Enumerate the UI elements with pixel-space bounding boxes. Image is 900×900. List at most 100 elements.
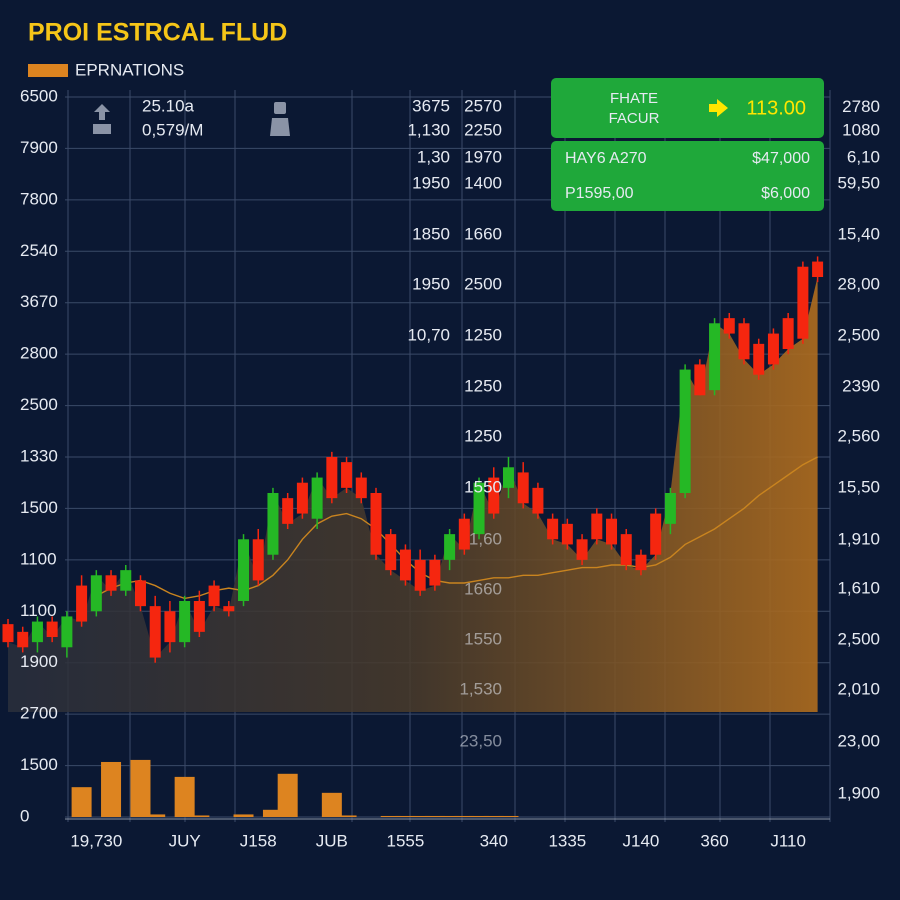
candle-body: [31, 621, 43, 643]
y2-tick-label: 59,50: [837, 173, 880, 192]
candle-body: [399, 549, 411, 581]
candle-body: [385, 534, 397, 571]
candle-body: [488, 477, 500, 514]
column-label: 1660: [464, 224, 502, 243]
ticker-row-label: P1595,00: [565, 185, 634, 202]
candle-body: [517, 472, 529, 504]
candle-body: [134, 580, 146, 607]
volume-bar: [130, 759, 151, 817]
ticker-row-value: $6,000: [761, 185, 810, 202]
y2-tick-label: 28,00: [837, 275, 880, 294]
candle-body: [532, 487, 544, 514]
y-tick-label: 2800: [20, 344, 58, 363]
y2-tick-label: 23,00: [837, 731, 880, 750]
candle-body: [193, 601, 205, 632]
candle-body: [620, 534, 632, 565]
x-tick-label: J140: [623, 831, 660, 850]
volume-bar: [277, 773, 298, 817]
column-label: 1950: [412, 274, 450, 293]
column-label: 10,70: [407, 325, 450, 344]
candle-body: [679, 369, 691, 493]
column-label: 1250: [464, 376, 502, 395]
candle-body: [767, 333, 779, 365]
candle-body: [267, 493, 279, 555]
volume-bar: [439, 815, 460, 817]
candle-body: [709, 323, 721, 391]
column-label: 1,30: [417, 147, 450, 166]
candle-body: [105, 575, 117, 591]
volume-bar: [321, 792, 342, 817]
ticker-row-label: HAY6 A270: [565, 150, 647, 167]
candle-body: [61, 616, 73, 648]
candle-body: [650, 513, 662, 555]
y2-tick-label: 1,910: [837, 529, 880, 548]
y-tick-label: 1900: [20, 652, 58, 671]
volume-bar: [336, 815, 357, 817]
candle-body: [576, 539, 588, 560]
volume-bar: [71, 787, 92, 817]
person-icon: [270, 102, 290, 136]
y-tick-label: 1330: [20, 446, 58, 465]
x-tick-label: J158: [240, 831, 277, 850]
column-label: 1550: [464, 477, 502, 496]
candle-body: [17, 631, 29, 648]
column-label: 1,130: [407, 120, 450, 139]
y2-tick-label: 15,50: [837, 477, 880, 496]
candle-body: [812, 261, 824, 277]
volume-bar: [380, 815, 401, 817]
volume-bar: [174, 776, 195, 817]
column-label: 3675: [412, 96, 450, 115]
y-tick-label: 1100: [20, 601, 57, 620]
candle-body: [502, 467, 514, 488]
candle-body: [252, 539, 264, 581]
y-tick-label: 1500: [20, 755, 58, 774]
y2-tick-label: 15,40: [837, 224, 880, 243]
column-label: 1950: [412, 173, 450, 192]
y2-tick-label: 6,10: [847, 148, 880, 167]
candle-body: [606, 518, 618, 545]
candle-body: [296, 482, 308, 514]
legend-swatch: [28, 64, 68, 77]
ticker-arrow: [709, 99, 728, 117]
chart-title: PROI ESTRCAL FLUD: [28, 19, 287, 47]
ticker-price: 113.00: [746, 97, 806, 119]
ticker-row-value: $47,000: [752, 150, 810, 167]
column-label: 2570: [464, 96, 502, 115]
volume-bar: [469, 815, 490, 817]
x-tick-label: JUY: [169, 831, 201, 850]
ticker-details[interactable]: [551, 141, 824, 211]
candle-body: [547, 518, 559, 540]
volume-bar: [483, 815, 504, 817]
column-label: 2250: [464, 120, 502, 139]
candle-body: [694, 364, 706, 396]
candle-body: [355, 477, 367, 499]
candle-body: [664, 493, 676, 524]
volume-bar: [233, 814, 254, 817]
volume-bar: [395, 815, 416, 817]
y-tick-label: 0: [20, 806, 29, 825]
candle-body: [561, 523, 573, 545]
y2-tick-label: 1080: [842, 120, 880, 139]
candle-body: [76, 585, 88, 622]
arrow-icon: [93, 104, 111, 134]
x-tick-label: 19,730: [70, 831, 122, 850]
candle-body: [208, 585, 220, 607]
y-tick-label: 7800: [20, 189, 58, 208]
y2-tick-label: 2,500: [837, 326, 880, 345]
candle-body: [782, 318, 794, 349]
candle-body: [591, 513, 603, 540]
candle-body: [414, 559, 426, 591]
volume-bar: [454, 815, 475, 817]
ticker-label: FACUR: [609, 110, 660, 127]
candle-body: [282, 498, 294, 524]
volume-bar: [424, 815, 445, 817]
candle-body: [326, 457, 338, 499]
x-tick-label: 1335: [548, 831, 586, 850]
column-label: 1,530: [459, 679, 502, 698]
candle-body: [341, 462, 353, 488]
column-label: 1550: [464, 629, 502, 648]
candle-body: [473, 482, 485, 535]
ticker-panel[interactable]: [551, 78, 824, 138]
y-tick-label: 6500: [20, 86, 58, 105]
